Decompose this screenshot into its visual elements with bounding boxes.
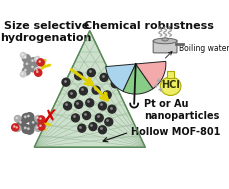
Circle shape (83, 112, 90, 119)
Circle shape (14, 115, 21, 122)
Circle shape (22, 73, 23, 74)
Circle shape (17, 119, 26, 128)
Circle shape (30, 119, 39, 128)
Circle shape (30, 58, 37, 66)
FancyBboxPatch shape (167, 70, 174, 78)
Circle shape (111, 80, 119, 88)
Circle shape (35, 69, 42, 76)
Circle shape (30, 64, 37, 72)
Circle shape (25, 113, 34, 122)
Circle shape (35, 115, 41, 122)
Circle shape (108, 105, 116, 113)
Circle shape (16, 127, 17, 128)
Circle shape (25, 57, 26, 58)
Circle shape (22, 67, 30, 75)
Circle shape (16, 117, 17, 119)
Circle shape (25, 125, 34, 134)
Circle shape (100, 74, 108, 81)
Text: Size selective
hydrogenation: Size selective hydrogenation (0, 21, 92, 43)
Circle shape (20, 71, 26, 77)
Circle shape (79, 87, 87, 95)
FancyBboxPatch shape (153, 40, 177, 53)
Circle shape (105, 118, 113, 126)
Wedge shape (123, 64, 153, 94)
Circle shape (68, 90, 76, 98)
Circle shape (40, 125, 41, 126)
Circle shape (24, 61, 32, 69)
Circle shape (37, 127, 38, 128)
Circle shape (37, 117, 38, 119)
Circle shape (37, 71, 38, 72)
Circle shape (40, 118, 41, 119)
Circle shape (22, 54, 30, 62)
Circle shape (95, 114, 103, 122)
Circle shape (22, 125, 31, 133)
Circle shape (32, 60, 33, 61)
Ellipse shape (153, 38, 177, 44)
Circle shape (26, 63, 28, 64)
Circle shape (98, 102, 106, 110)
Circle shape (12, 124, 19, 131)
Polygon shape (34, 31, 145, 147)
Text: Chemical robustness: Chemical robustness (84, 21, 214, 31)
Circle shape (20, 53, 26, 58)
Circle shape (37, 59, 44, 66)
Text: Hollow MOF-801: Hollow MOF-801 (131, 127, 220, 137)
Circle shape (28, 128, 29, 129)
Circle shape (14, 125, 21, 131)
Ellipse shape (160, 77, 181, 95)
Ellipse shape (162, 38, 168, 41)
Circle shape (75, 100, 83, 108)
Circle shape (28, 115, 29, 117)
Circle shape (14, 126, 15, 127)
Text: ✗: ✗ (42, 109, 58, 128)
Circle shape (75, 72, 83, 80)
Circle shape (36, 58, 37, 59)
Circle shape (32, 122, 34, 123)
Circle shape (25, 127, 26, 129)
Circle shape (71, 114, 79, 122)
Circle shape (86, 99, 94, 107)
Circle shape (20, 122, 21, 123)
Circle shape (38, 116, 45, 123)
Circle shape (25, 116, 26, 118)
Circle shape (36, 69, 37, 70)
Circle shape (38, 123, 45, 130)
Circle shape (98, 126, 106, 134)
Circle shape (78, 124, 86, 132)
Circle shape (89, 123, 97, 131)
Circle shape (25, 69, 26, 71)
Circle shape (22, 114, 31, 122)
Circle shape (35, 57, 40, 62)
Wedge shape (136, 61, 166, 89)
Circle shape (35, 125, 41, 131)
Wedge shape (106, 64, 136, 91)
Circle shape (39, 61, 40, 62)
Text: Boiling water: Boiling water (179, 44, 229, 53)
Circle shape (103, 91, 111, 99)
Text: Pt or Au
nanoparticles: Pt or Au nanoparticles (144, 99, 220, 121)
Circle shape (87, 69, 95, 77)
Circle shape (92, 86, 100, 94)
Text: HCl: HCl (161, 80, 180, 90)
Circle shape (64, 102, 71, 110)
Circle shape (35, 67, 40, 73)
Circle shape (62, 78, 70, 86)
Circle shape (22, 54, 23, 55)
Circle shape (32, 66, 33, 68)
